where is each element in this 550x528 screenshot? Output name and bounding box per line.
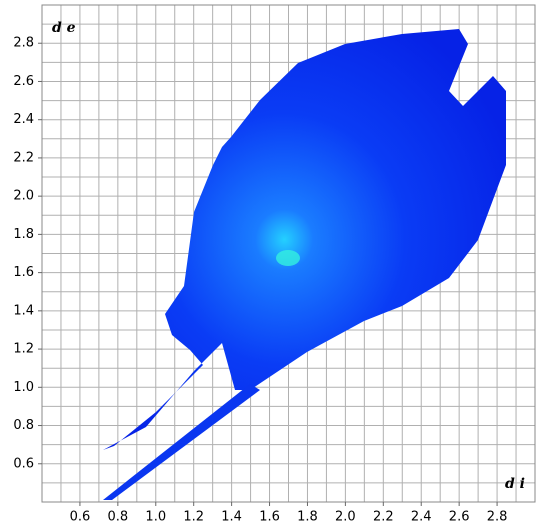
x-axis-label: d i — [505, 476, 525, 492]
x-tick-label: 0.6 — [70, 510, 91, 525]
y-tick-label: 2.8 — [13, 36, 34, 51]
x-tick-label: 2.2 — [373, 510, 394, 525]
y-tick-label: 1.2 — [13, 342, 34, 357]
y-tick-label: 2.6 — [13, 74, 34, 89]
x-tick-label: 2.0 — [335, 510, 356, 525]
x-tick-label: 0.8 — [108, 510, 129, 525]
x-tick-label: 2.6 — [449, 510, 470, 525]
y-tick-label: 2.2 — [13, 150, 34, 165]
y-tick-label: 0.6 — [13, 456, 34, 471]
y-tick-label: 1.4 — [13, 303, 34, 318]
fingerprint-cloud — [103, 29, 506, 500]
x-tick-label: 1.8 — [297, 510, 318, 525]
cloud-main — [103, 29, 506, 450]
y-tick-label: 0.8 — [13, 418, 34, 433]
y-tick-label: 2.4 — [13, 112, 34, 127]
x-tick-label: 1.4 — [221, 510, 242, 525]
y-tick-label: 1.8 — [13, 227, 34, 242]
y-tick-label: 1.6 — [13, 265, 34, 280]
x-tick-label: 1.2 — [183, 510, 204, 525]
y-tick-label: 1.0 — [13, 380, 34, 395]
x-tick-label: 2.4 — [411, 510, 432, 525]
cloud-core — [276, 250, 300, 266]
y-axis-label: d e — [52, 20, 76, 36]
x-tick-label: 2.8 — [487, 510, 508, 525]
plot-frame — [41, 4, 536, 503]
x-tick-label: 1.0 — [145, 510, 166, 525]
y-tick-label: 2.0 — [13, 189, 34, 204]
cloud-spike — [103, 384, 260, 500]
x-tick-label: 1.6 — [259, 510, 280, 525]
